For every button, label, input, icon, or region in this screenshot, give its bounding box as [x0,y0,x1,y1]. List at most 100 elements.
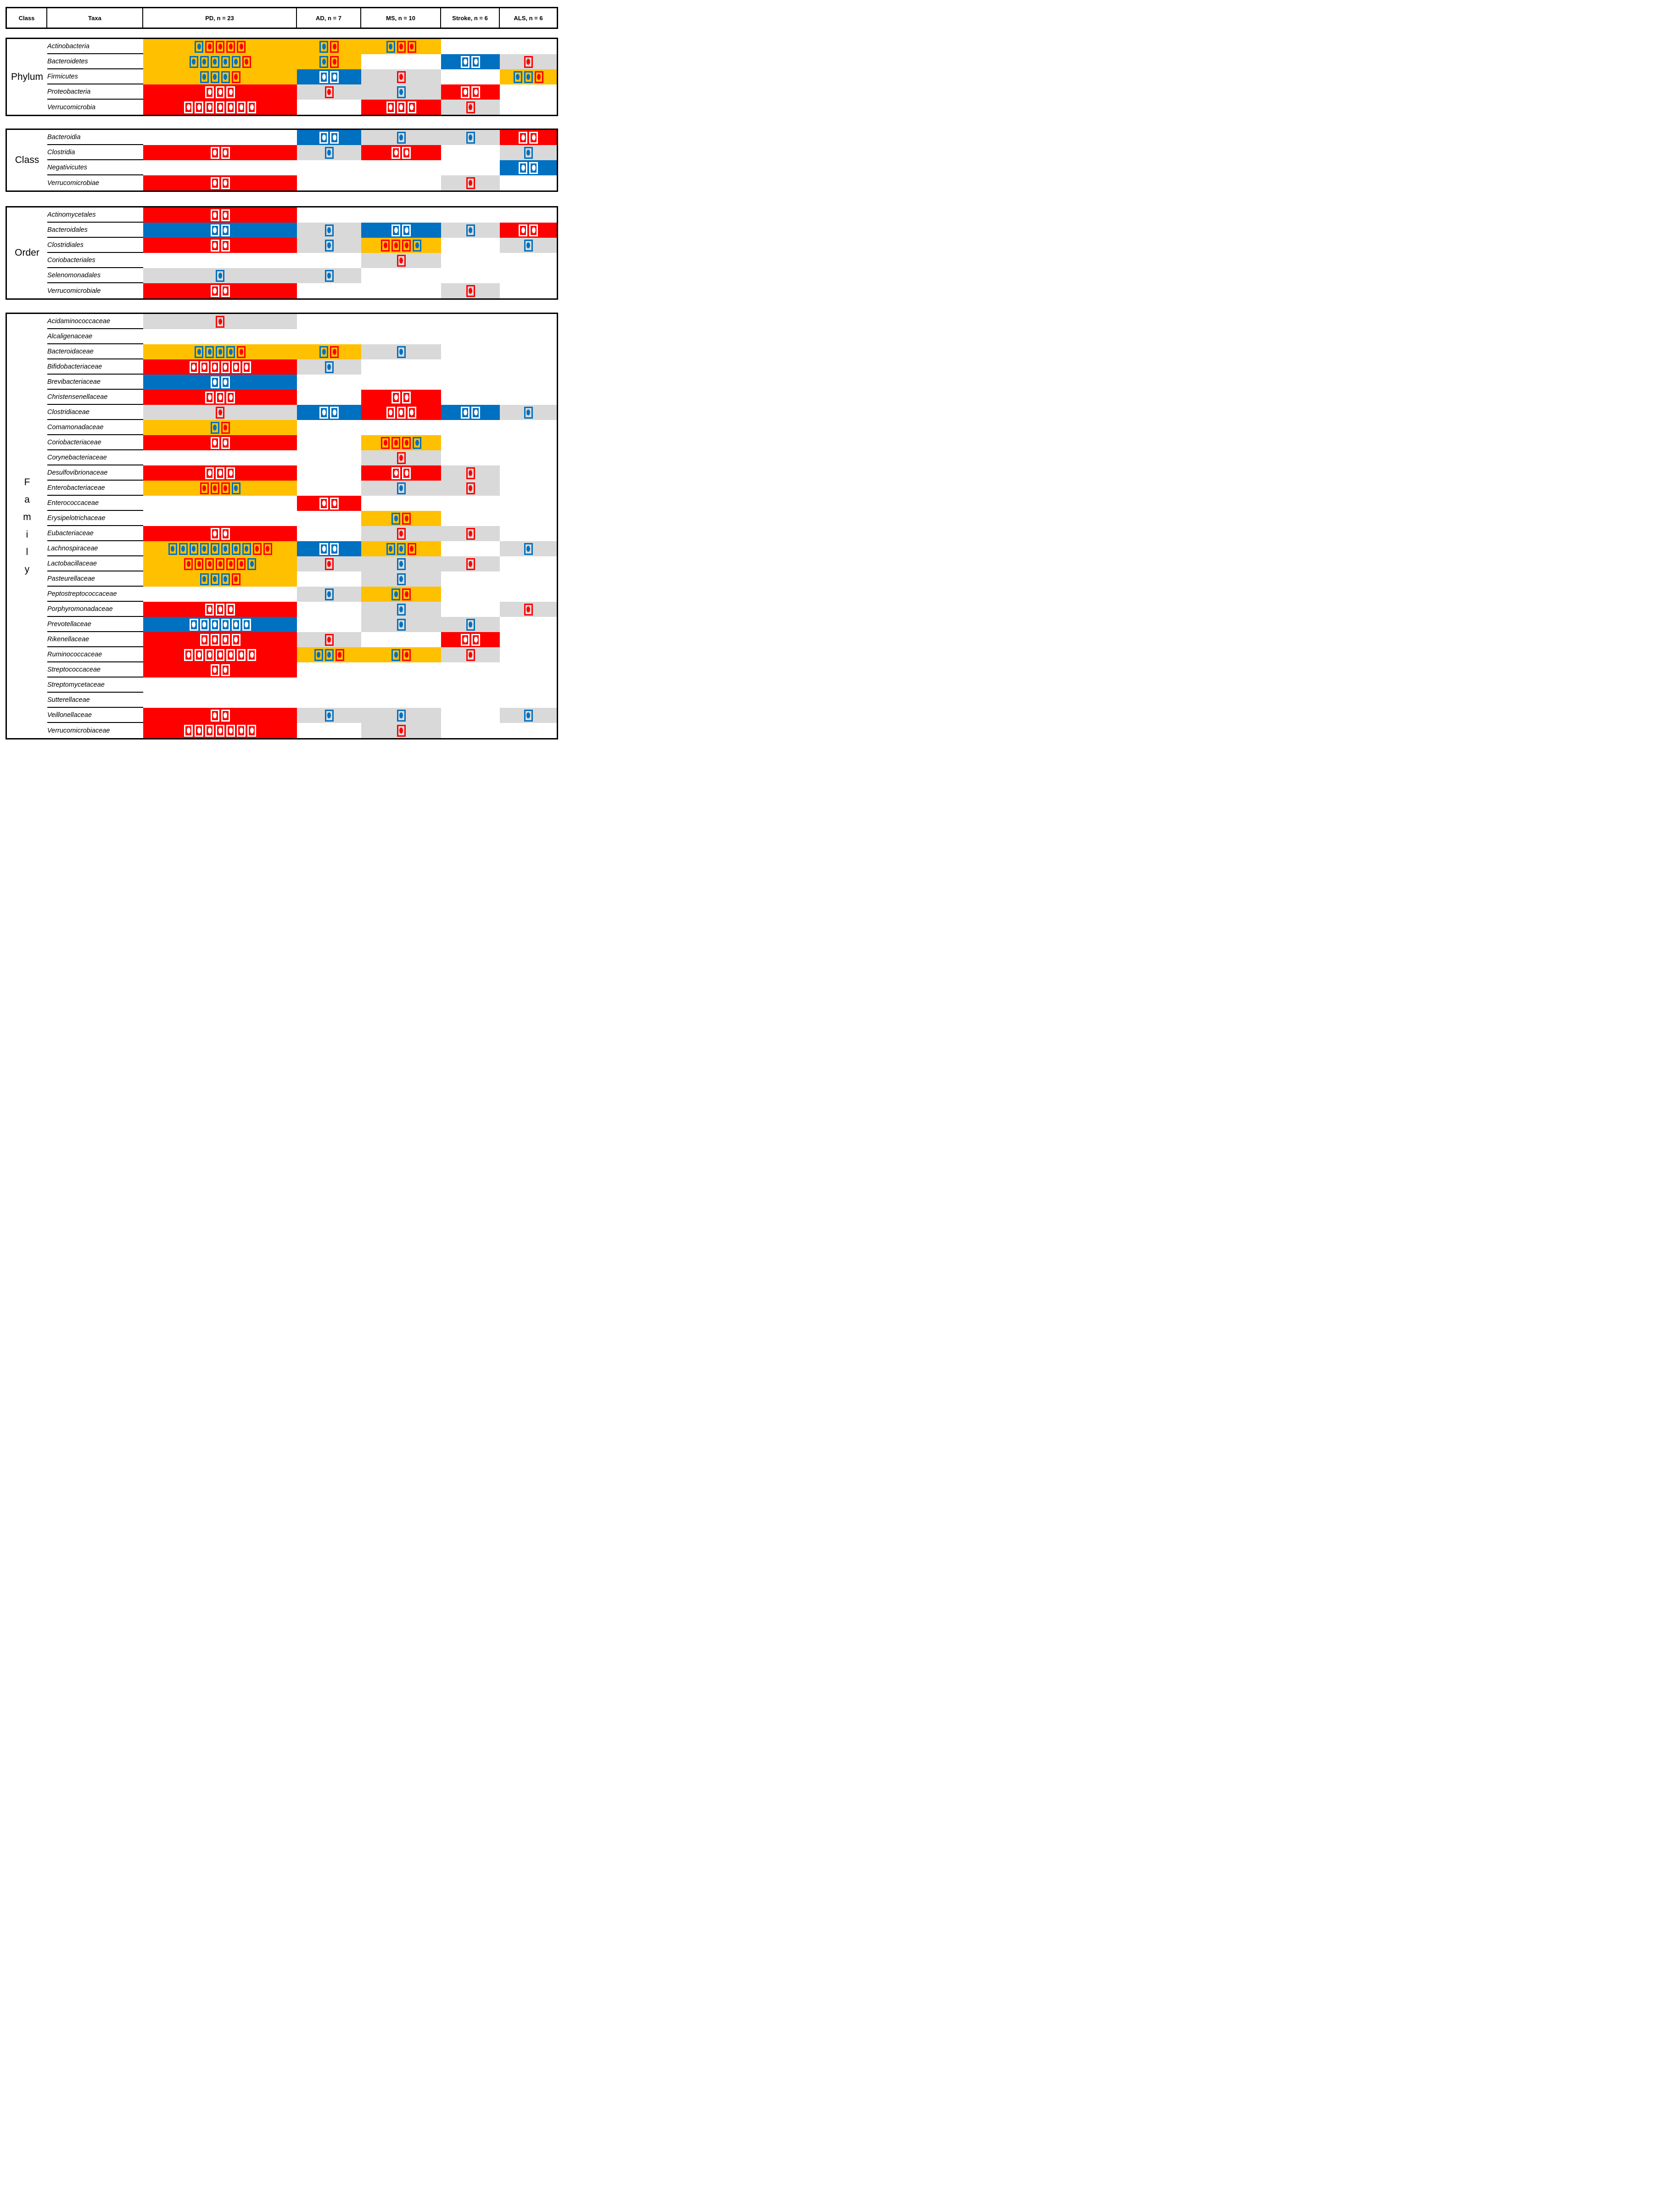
marker-dot [239,728,243,734]
study-marker-blue [324,146,334,159]
study-marker-blue [179,543,188,555]
marker-dot [537,74,541,80]
study-marker-white [391,467,400,479]
section-rows: Actinomycetales Bacteroidales Clostridiale… [47,207,557,298]
taxa-name-cell: Corynebacteriaceae [47,450,143,465]
section-label-text: Order [15,247,39,258]
marker-dot [383,242,387,248]
taxa-name-cell: Comamonadaceae [47,420,143,435]
study-marker-white [407,406,416,419]
study-marker-white [319,497,328,510]
marker-dot [327,652,331,658]
study-marker-red [330,346,339,358]
cell-selenomonadales-st [441,268,500,283]
cell-erysipelotrichaceae-st [441,511,500,526]
cell-rikenellaceae-pd [143,632,297,647]
marker-dot [531,165,536,171]
marker-dot [338,652,341,658]
marker-dot [224,667,227,673]
taxa-name: Actinobacteria [47,42,89,50]
cell-ruminococcaceae-ad [297,647,361,662]
study-marker-red [216,558,224,570]
cell-bacteroidetes-als [500,54,557,69]
taxa-name-cell: Veillonellaceae [47,708,143,723]
cell-peptostreptococcaceae-st [441,587,500,602]
cell-comamonadaceae-als [500,420,557,435]
marker-dot [234,74,238,80]
study-marker-red [226,558,235,570]
marker-dot [239,104,243,110]
marker-dot [213,212,217,218]
study-marker-blue [226,346,235,358]
study-marker-red [466,558,475,570]
cell-porphyromonadaceae-st [441,602,500,617]
marker-dot [389,409,392,415]
marker-dot [521,134,525,140]
cell-firmicutes-als [500,69,557,84]
taxa-row: Coriobacteriales [47,253,557,268]
study-marker-blue [397,482,406,494]
marker-dot [469,470,472,476]
study-marker-blue [397,558,406,570]
study-marker-blue [524,709,533,722]
study-marker-blue [231,482,240,494]
taxa-name-cell: Coriobacteriales [47,253,143,268]
taxa-name-cell: Lactobacillaceae [47,556,143,571]
marker-dot [213,622,217,627]
cell-streptomycetaceae-st [441,678,500,693]
study-marker-blue [221,71,230,83]
study-marker-white [221,209,230,221]
marker-dot [224,531,227,537]
marker-dot [322,500,326,506]
marker-dot [394,394,398,400]
taxa-name-cell: Enterococcaceae [47,496,143,511]
study-marker-white [391,391,400,403]
study-marker-red [381,239,390,252]
study-marker-white [529,162,538,174]
marker-dot [394,242,398,248]
marker-dot [229,728,233,734]
cell-negativicutes-ad [297,160,361,175]
taxa-name-cell: Verrucomicrobia [47,100,143,115]
taxa-row: Actinomycetales [47,207,557,223]
marker-dot [327,89,331,95]
study-marker-white [210,376,219,388]
study-marker-blue [391,512,400,525]
marker-dot [332,74,336,80]
study-marker-white [205,101,214,113]
study-marker-red [335,649,344,661]
study-marker-white [210,209,219,221]
cell-coriobacteriales-ad [297,253,361,268]
study-marker-white [391,146,400,159]
cell-negativicutes-pd [143,160,297,175]
marker-dot [245,59,248,65]
study-marker-red [391,437,400,449]
marker-dot [531,134,536,140]
marker-dot [327,273,331,279]
taxa-name: Clostridiales [47,241,84,249]
cell-clostridiales-als [500,238,557,253]
marker-dot [526,409,530,415]
cell-streptococcaceae-als [500,662,557,678]
section-order: Order Actinomycetales Bacteroidales Clostri… [6,206,558,300]
study-marker-white [210,177,219,189]
marker-dot [469,622,472,627]
taxa-name: Brevibacteriaceae [47,378,101,386]
study-marker-red [466,101,475,113]
taxa-name-cell: Sutterellaceae [47,693,143,708]
study-marker-blue [200,573,209,585]
marker-dot [202,576,206,582]
header-taxa: Taxa [47,8,143,28]
marker-dot [224,622,227,627]
marker-dot [332,409,336,415]
cell-alcaligenaceae-pd [143,329,297,344]
cell-firmicutes-ms [361,69,441,84]
taxa-row: Coriobacteriaceae [47,435,557,450]
marker-dot [255,546,259,552]
cell-verrucomicrobiale-ad [297,283,361,298]
marker-dot [389,546,392,552]
marker-dot [463,409,467,415]
cell-bifidobacteriaceae-st [441,359,500,375]
study-marker-blue [242,543,251,555]
cell-lachnospiraceae-als [500,541,557,556]
